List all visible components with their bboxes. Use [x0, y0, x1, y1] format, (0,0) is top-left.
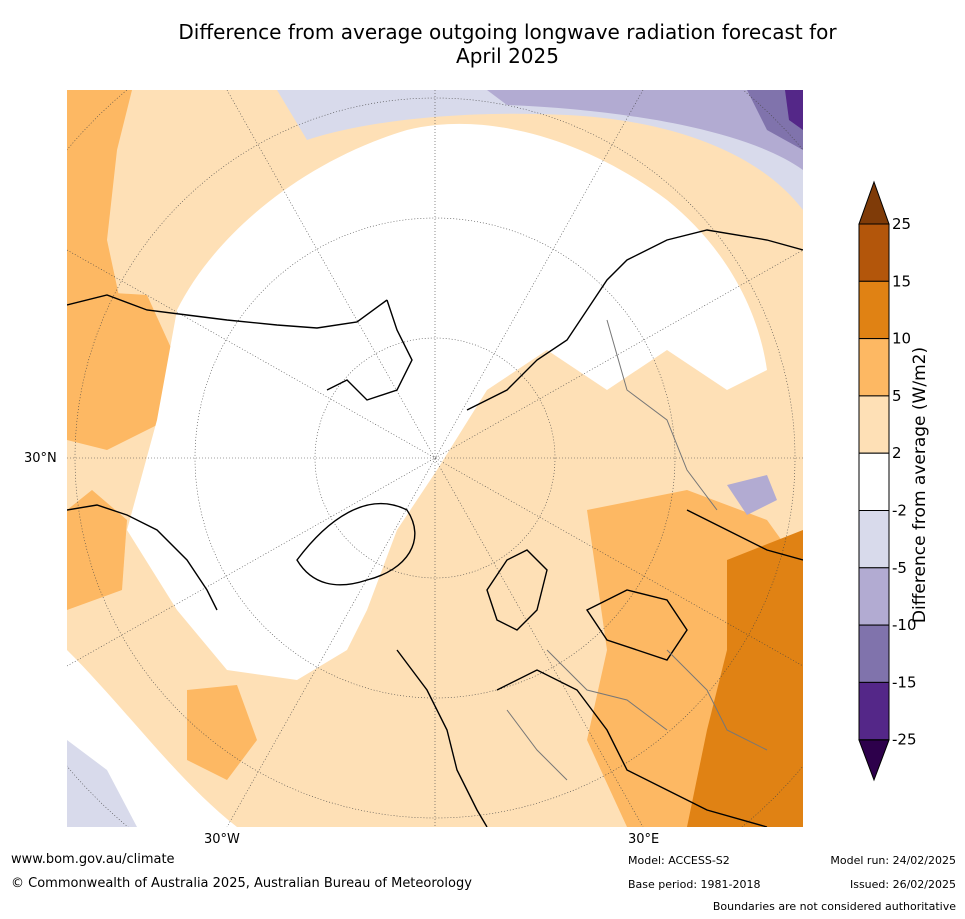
colorbar-svg: 25 15 10 5 2 -2 -5 -10 -15 -25 [858, 180, 917, 782]
tick-longitude-30w: 30°W [204, 832, 240, 847]
copyright-text: © Commonwealth of Australia 2025, Austra… [11, 876, 472, 891]
title-line-1: Difference from average outgoing longwav… [178, 20, 837, 44]
colorbar-tick-label: -10 [892, 616, 917, 634]
website-link[interactable]: www.bom.gov.au/climate [11, 852, 175, 867]
model-name: Model: ACCESS-S2 [628, 854, 730, 867]
colorbar-tick-label: 5 [892, 387, 902, 405]
colorbar-extend-over [858, 180, 890, 225]
colorbar-box [858, 280, 890, 340]
colorbar-tick-label: 2 [892, 444, 902, 462]
colorbar-tick-label: -15 [892, 673, 917, 691]
colorbar-box [858, 624, 890, 683]
colorbar-box [858, 510, 890, 569]
colorbar-box [858, 395, 890, 454]
colorbar-tick-label: 25 [892, 215, 911, 233]
colorbar-title: Difference from average (W/m2) [910, 346, 930, 624]
colorbar: 25 15 10 5 2 -2 -5 -10 -15 -25 [848, 180, 965, 790]
colorbar-tick-label: 15 [892, 272, 911, 290]
anomaly-patch-atlantic-south [187, 685, 257, 780]
colorbar-tick-label: -25 [892, 731, 917, 749]
title-line-2: April 2025 [456, 44, 559, 68]
map-title: Difference from average outgoing longwav… [60, 20, 955, 68]
negative-region-pacific-corner-strong [785, 90, 803, 130]
anomaly-patch-pacific-west [67, 90, 132, 320]
colorbar-extend-under [858, 739, 890, 782]
colorbar-tick-label: -2 [892, 502, 907, 520]
forecast-map [67, 90, 803, 827]
colorbar-box [858, 452, 890, 512]
anomaly-patch-pacific-east [67, 290, 172, 450]
anomaly-patch-india [687, 530, 803, 827]
tick-longitude-30e: 30°E [628, 832, 660, 847]
country-borders [506, 319, 768, 781]
colorbar-box [858, 567, 890, 626]
colorbar-box [858, 681, 890, 741]
colorbar-tick-label: 10 [892, 330, 911, 348]
negative-region-pacific-north-strong [487, 90, 803, 170]
issued-date: Issued: 26/02/2025 [849, 878, 956, 891]
colorbar-tick-label: -5 [892, 559, 907, 577]
colorbar-box [858, 338, 890, 397]
map-canvas [67, 90, 803, 827]
boundaries-disclaimer: Boundaries are not considered authoritat… [712, 900, 956, 913]
coastlines [67, 229, 803, 827]
negative-region-tibet [727, 475, 777, 515]
anomaly-patch-atlantic-west [67, 490, 127, 610]
graticule [67, 90, 803, 827]
model-run-date: Model run: 24/02/2025 [830, 854, 956, 867]
near-normal-region-arctic [127, 123, 767, 681]
base-period: Base period: 1981-2018 [628, 878, 761, 891]
tick-latitude-30n: 30°N [24, 451, 57, 466]
negative-region-southwest-corner [67, 740, 137, 827]
colorbar-box [858, 223, 890, 282]
